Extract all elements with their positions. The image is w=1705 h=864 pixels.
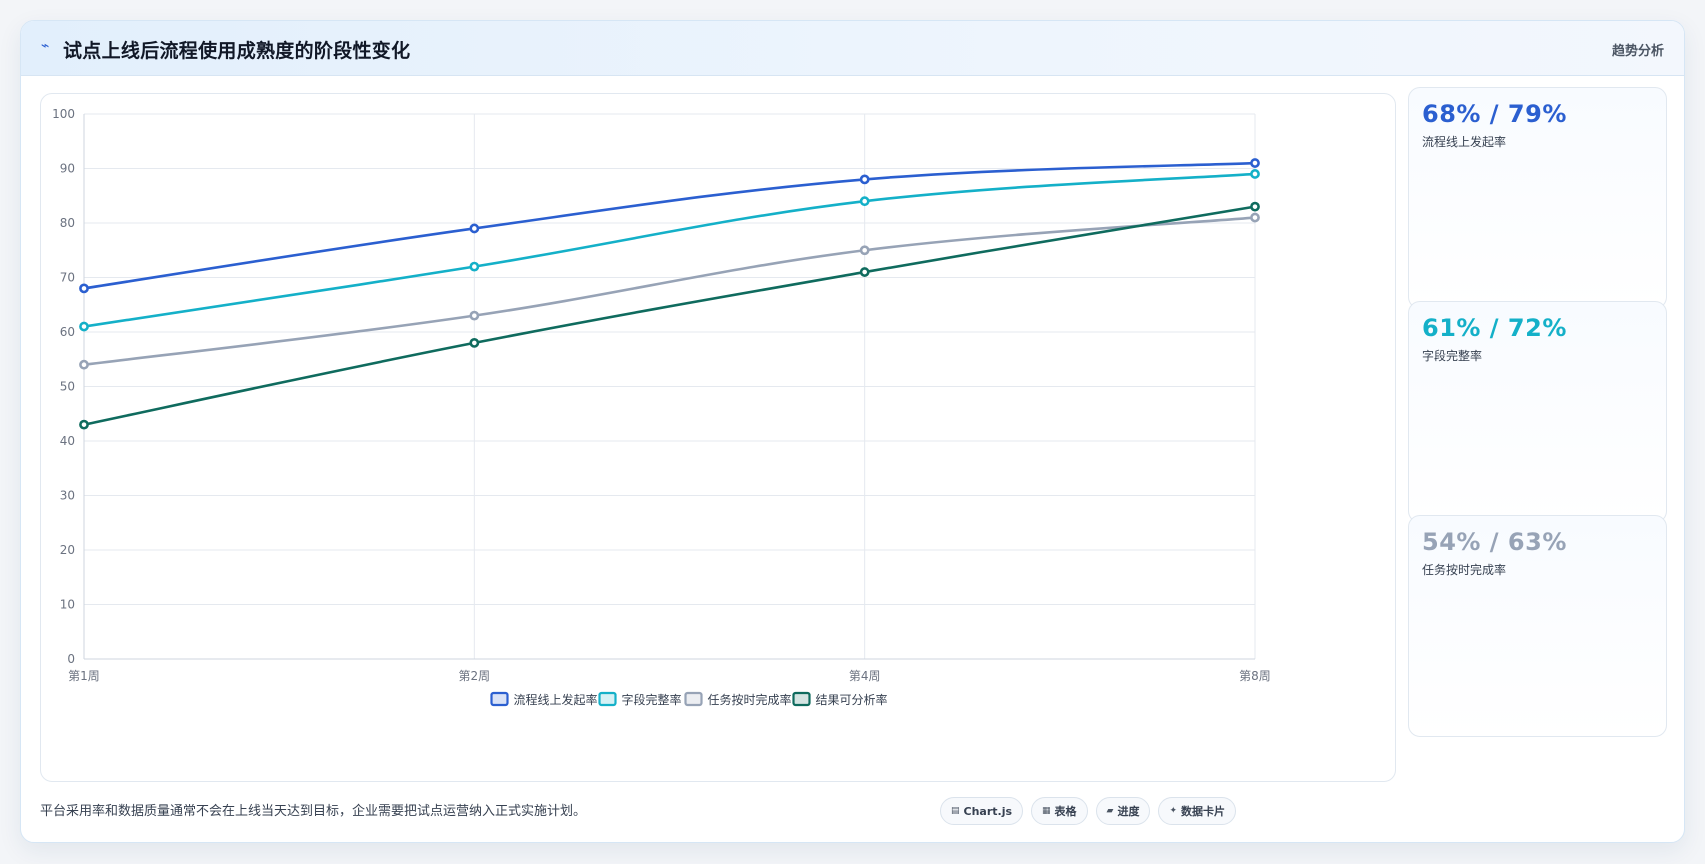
- data-point: [859, 267, 870, 277]
- data-point: [79, 283, 89, 294]
- trend-icon: ⌁: [41, 38, 50, 54]
- card-header: ⌁ 试点上线后流程使用成熟度的阶段性变化 趋势分析: [21, 21, 1684, 76]
- kpi-value: 54% / 63%: [1422, 528, 1567, 556]
- kpi-label: 字段完整率: [1422, 349, 1483, 363]
- y-tick-label: 0: [67, 652, 75, 666]
- series-line: [83, 205, 1256, 426]
- x-tick-label: 第8周: [1239, 669, 1271, 683]
- kpi-value: 68% / 79%: [1422, 100, 1567, 128]
- legend-label: 流程线上发起率: [514, 692, 598, 707]
- kpi-label: 流程线上发起率: [1422, 135, 1507, 149]
- chart-icon: ▤: [951, 806, 960, 816]
- kpi-value: 61% / 72%: [1422, 314, 1567, 342]
- chip-progress[interactable]: ▰ 进度: [1095, 797, 1151, 825]
- line-chart: 0 10 20 30 40 50 60 70 80 90 100 第1周 第2周 第4周 第8周流程线上发起…: [52, 107, 1271, 707]
- series-line: [83, 172, 1256, 328]
- y-tick-label: 60: [60, 325, 75, 339]
- chip-label: 表格: [1054, 805, 1077, 818]
- y-tick-label: 20: [60, 543, 75, 557]
- x-tick-label: 第2周: [459, 669, 491, 683]
- y-tick-label: 80: [60, 216, 75, 230]
- chart-panel: 0 10 20 30 40 50 60 70 80 90 100 第1周 第2周 第4周 第8周流程线上发起…: [40, 93, 1396, 782]
- data-point: [79, 419, 89, 430]
- chip-data-card[interactable]: ✦ 数据卡片: [1158, 797, 1237, 825]
- y-tick-label: 30: [60, 489, 75, 503]
- y-tick-label: 90: [60, 162, 75, 176]
- data-point: [469, 261, 480, 272]
- data-point: [1250, 169, 1260, 179]
- data-point: [79, 321, 89, 332]
- data-point: [1250, 158, 1260, 168]
- legend-swatch: [684, 691, 703, 707]
- table-icon: ▦: [1042, 806, 1051, 816]
- kpi-card-initiation: 68% / 79% 流程线上发起率: [1408, 87, 1667, 309]
- x-tick-label: 第1周: [68, 669, 100, 683]
- chip-label: 数据卡片: [1181, 805, 1226, 818]
- feature-chips: ▤ Chart.js ▦ 表格 ▰ 进度 ✦ 数据卡片: [940, 797, 1237, 825]
- legend-swatch: [792, 691, 811, 707]
- chip-table[interactable]: ▦ 表格: [1031, 797, 1088, 825]
- legend-label: 任务按时完成率: [708, 692, 792, 707]
- kpi-card-on-time: 54% / 63% 任务按时完成率: [1408, 515, 1667, 737]
- chip-label: Chart.js: [963, 804, 1013, 818]
- kpi-label: 任务按时完成率: [1422, 563, 1507, 577]
- series-line: [83, 216, 1256, 366]
- y-tick-label: 100: [52, 107, 75, 121]
- data-point: [469, 223, 480, 234]
- x-tick-label: 第4周: [849, 669, 881, 683]
- series-line: [83, 161, 1256, 290]
- legend-swatch: [598, 691, 617, 707]
- data-point: [859, 196, 870, 207]
- legend-label: 字段完整率: [622, 692, 682, 707]
- chip-label: 进度: [1117, 805, 1140, 818]
- data-point: [1250, 212, 1260, 223]
- data-point: [469, 310, 480, 321]
- y-tick-label: 50: [60, 380, 75, 394]
- data-point: [859, 174, 870, 185]
- y-tick-label: 70: [60, 271, 75, 285]
- kpi-card-completeness: 61% / 72% 字段完整率: [1408, 301, 1667, 523]
- data-point: [469, 337, 480, 348]
- data-point: [1250, 201, 1260, 212]
- footer-note: 平台采用率和数据质量通常不会在上线当天达到目标，企业需要把试点运营纳入正式实施计…: [40, 804, 587, 819]
- analysis-card: ⌁ 试点上线后流程使用成熟度的阶段性变化 趋势分析 0 10 20 30 40 50 60 7…: [20, 20, 1685, 843]
- data-point: [859, 245, 870, 256]
- data-point: [79, 359, 89, 370]
- y-tick-label: 40: [60, 434, 75, 448]
- legend-swatch: [490, 691, 509, 707]
- page-title: 试点上线后流程使用成熟度的阶段性变化: [63, 40, 411, 62]
- chip-chartjs[interactable]: ▤ Chart.js: [940, 797, 1024, 825]
- progress-icon: ▰: [1106, 806, 1114, 816]
- card-icon: ✦: [1169, 806, 1178, 816]
- legend-label: 结果可分析率: [816, 692, 888, 707]
- header-tag: 趋势分析: [1611, 44, 1664, 59]
- y-tick-label: 10: [60, 598, 75, 612]
